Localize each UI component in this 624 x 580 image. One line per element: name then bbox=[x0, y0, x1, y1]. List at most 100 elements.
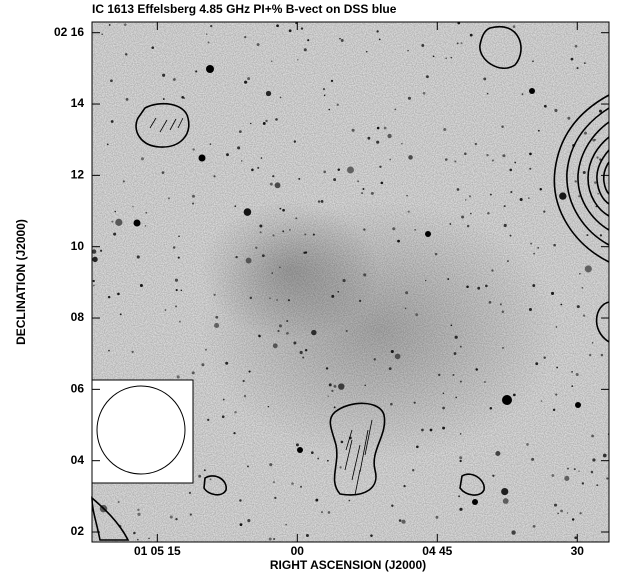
star bbox=[468, 195, 472, 198]
star bbox=[282, 230, 285, 233]
star bbox=[489, 193, 492, 196]
star bbox=[551, 291, 555, 295]
star bbox=[424, 279, 427, 282]
star bbox=[566, 512, 569, 514]
star bbox=[421, 428, 424, 432]
star bbox=[438, 373, 441, 377]
star bbox=[342, 278, 346, 283]
star bbox=[405, 291, 409, 295]
star bbox=[328, 383, 332, 387]
star bbox=[590, 470, 594, 474]
star bbox=[407, 210, 410, 213]
star bbox=[573, 468, 576, 471]
star bbox=[302, 356, 305, 359]
star bbox=[288, 29, 292, 33]
star bbox=[376, 140, 380, 144]
star bbox=[581, 482, 584, 485]
x-tick-label: 04 45 bbox=[422, 544, 452, 558]
star bbox=[192, 202, 195, 205]
star bbox=[111, 220, 114, 223]
star bbox=[259, 224, 263, 228]
star bbox=[300, 27, 304, 30]
star bbox=[543, 210, 546, 213]
star bbox=[132, 205, 134, 208]
star bbox=[591, 342, 594, 344]
star bbox=[274, 182, 281, 189]
star bbox=[576, 305, 580, 309]
star bbox=[188, 491, 192, 495]
star bbox=[107, 295, 111, 299]
star bbox=[532, 60, 534, 63]
star bbox=[247, 465, 249, 468]
star bbox=[584, 265, 592, 273]
star bbox=[459, 433, 462, 435]
star bbox=[233, 432, 236, 435]
x-tick-label: 01 05 15 bbox=[134, 544, 181, 558]
star bbox=[361, 192, 364, 195]
star bbox=[464, 152, 467, 156]
star bbox=[501, 125, 504, 128]
star bbox=[532, 525, 536, 528]
star bbox=[442, 426, 446, 430]
star bbox=[235, 255, 238, 259]
star bbox=[540, 400, 543, 402]
star bbox=[178, 320, 181, 323]
star bbox=[299, 350, 303, 355]
star bbox=[370, 534, 373, 537]
star bbox=[378, 38, 381, 41]
star bbox=[535, 362, 539, 366]
star bbox=[442, 406, 445, 410]
star bbox=[191, 194, 195, 198]
star bbox=[269, 297, 271, 299]
star bbox=[333, 178, 337, 182]
star bbox=[225, 361, 229, 365]
star bbox=[300, 485, 303, 488]
star bbox=[201, 363, 205, 367]
star bbox=[464, 199, 467, 201]
star bbox=[307, 39, 310, 42]
star bbox=[331, 389, 334, 393]
star bbox=[574, 44, 578, 48]
star bbox=[289, 229, 291, 231]
star bbox=[172, 246, 176, 249]
star bbox=[586, 234, 589, 237]
star bbox=[222, 398, 225, 401]
y-tick-label: 02 16 bbox=[54, 25, 84, 39]
star bbox=[272, 175, 275, 178]
star bbox=[131, 350, 134, 353]
star bbox=[317, 457, 320, 460]
star bbox=[168, 197, 170, 200]
star bbox=[257, 166, 260, 169]
star bbox=[466, 224, 470, 228]
star bbox=[269, 463, 273, 467]
star bbox=[387, 133, 392, 139]
star bbox=[241, 160, 243, 162]
star bbox=[272, 481, 275, 484]
star bbox=[317, 200, 321, 203]
star bbox=[486, 153, 489, 157]
star bbox=[486, 92, 489, 95]
y-axis-label: DECLINATION (J2000) bbox=[14, 219, 28, 345]
star bbox=[529, 88, 535, 94]
star bbox=[459, 459, 462, 463]
star bbox=[584, 131, 587, 135]
star bbox=[365, 50, 368, 53]
star bbox=[114, 210, 116, 213]
plot-frame bbox=[91, 21, 610, 543]
star bbox=[444, 158, 448, 161]
star bbox=[555, 326, 558, 328]
star bbox=[502, 395, 512, 405]
star bbox=[492, 474, 495, 477]
star bbox=[244, 35, 247, 39]
star bbox=[336, 103, 339, 106]
star bbox=[207, 41, 210, 44]
star bbox=[164, 309, 167, 311]
star bbox=[238, 130, 242, 133]
star bbox=[408, 155, 413, 160]
star bbox=[454, 335, 458, 339]
star bbox=[320, 199, 324, 203]
star bbox=[472, 499, 478, 505]
star bbox=[337, 290, 340, 293]
star bbox=[575, 402, 581, 408]
